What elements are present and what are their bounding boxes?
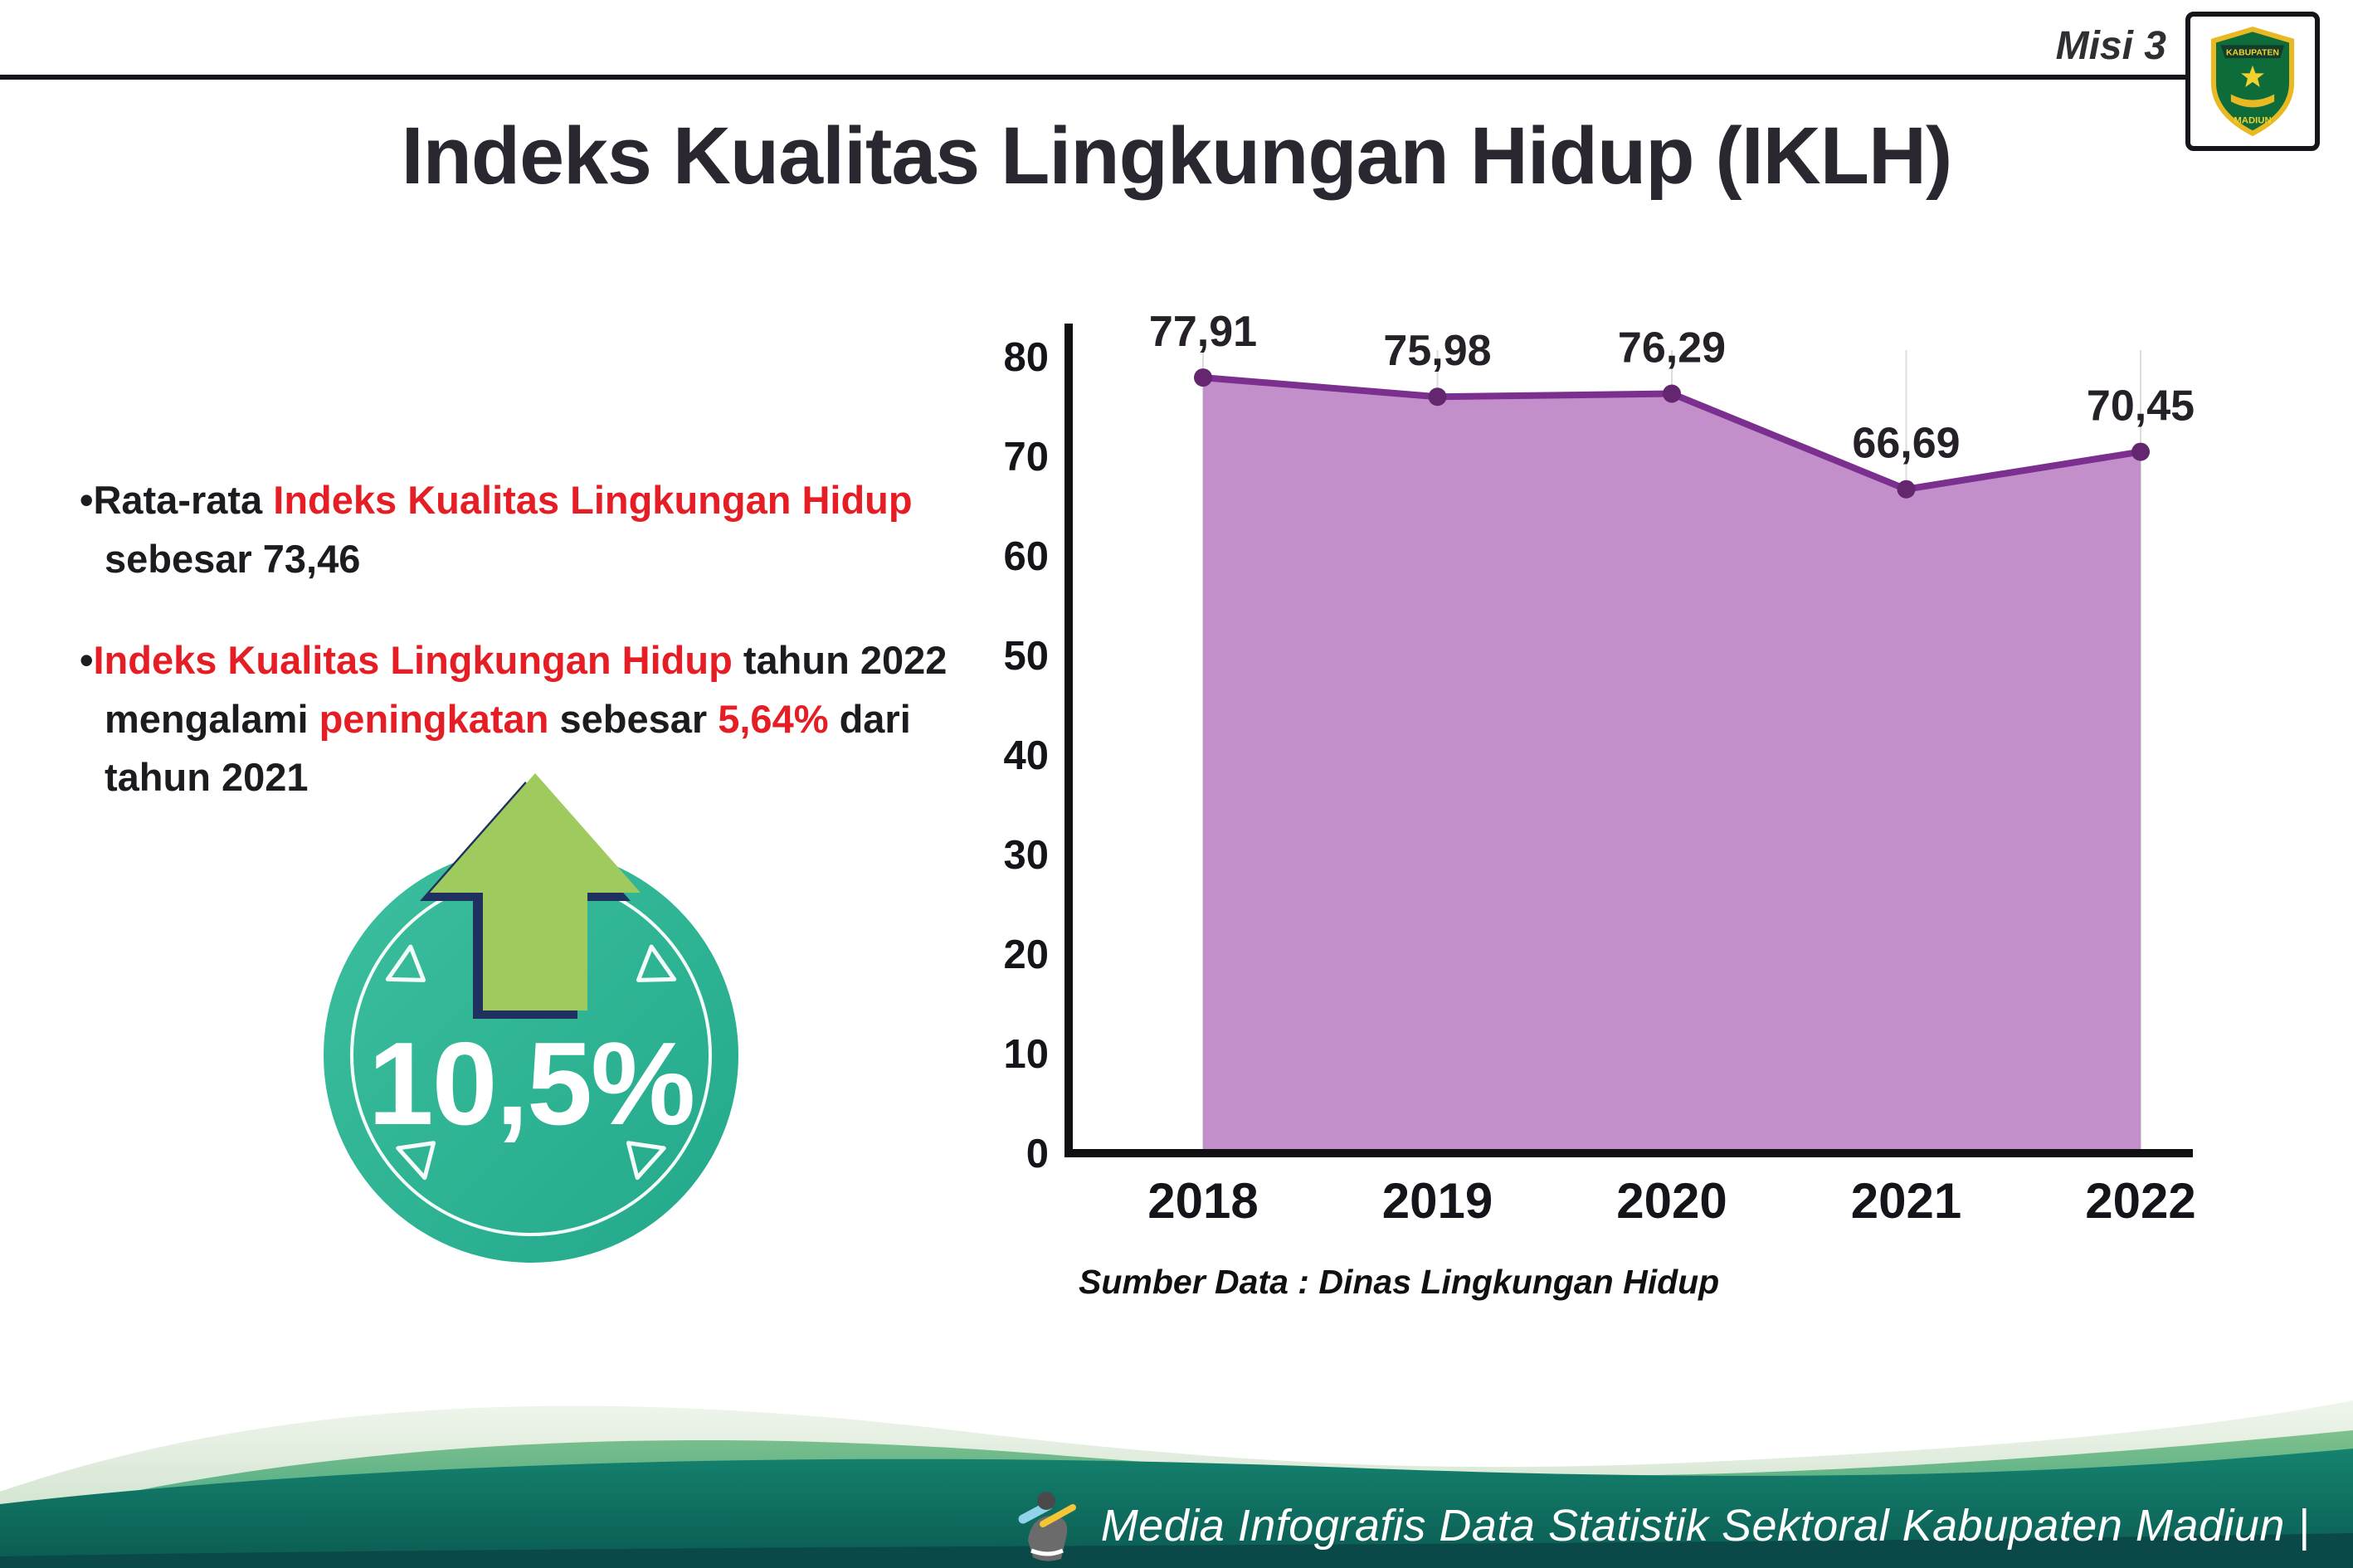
bullet-iklh-increase: •Indeks Kualitas Lingkungan Hidup tahun … xyxy=(80,631,972,807)
footer-wave-decoration xyxy=(0,1400,2353,1568)
kabupaten-madiun-logo: KABUPATEN MADIUN xyxy=(2185,12,2320,151)
bullet2-text-red3: 5,64% xyxy=(718,696,829,741)
svg-text:2019: 2019 xyxy=(1382,1173,1493,1229)
bullet1-text-red: Indeks Kualitas Lingkungan Hidup xyxy=(273,478,913,522)
bullet2-text-dark2: sebesar xyxy=(548,696,719,741)
increase-percentage-value: 10,5% xyxy=(368,1018,696,1150)
mascot-writer-icon xyxy=(1018,1492,1076,1561)
svg-text:10: 10 xyxy=(1003,1032,1049,1077)
logo-bottom-text: MADIUN xyxy=(2234,116,2271,126)
svg-text:30: 30 xyxy=(1003,833,1049,878)
svg-text:80: 80 xyxy=(1003,335,1049,380)
page-title: Indeks Kualitas Lingkungan Hidup (IKLH) xyxy=(401,110,1953,201)
header-divider-line xyxy=(0,75,2190,80)
svg-text:40: 40 xyxy=(1003,733,1049,778)
svg-text:77,91: 77,91 xyxy=(1149,308,1257,356)
iklh-chart-container: 77,91 75,98 76,29 66,69 70,45 0 10 20 30 40 50 60 70… xyxy=(977,274,2239,1311)
footer-caption: Media Infografis Data Statistik Sektoral… xyxy=(1016,1490,2310,1561)
bullet2-text-red1: Indeks Kualitas Lingkungan Hidup xyxy=(93,638,733,682)
svg-text:70,45: 70,45 xyxy=(2087,382,2195,431)
key-findings: •Rata-rata Indeks Kualitas Lingkungan Hi… xyxy=(80,471,972,807)
bullet1-text-dark2: sebesar 73,46 xyxy=(105,536,361,581)
footer-caption-text: Media Infografis Data Statistik Sektoral… xyxy=(1100,1501,2310,1551)
bullet1-text-dark: •Rata-rata xyxy=(80,478,274,522)
bullet2-marker: • xyxy=(80,638,94,682)
svg-text:2022: 2022 xyxy=(2085,1173,2195,1229)
svg-text:70: 70 xyxy=(1003,435,1049,480)
iklh-area-chart: 77,91 75,98 76,29 66,69 70,45 0 10 20 30 40 50 60 70… xyxy=(1003,308,2195,1229)
bullet2-text-dark3: dari tahun 2021 xyxy=(105,696,911,800)
svg-text:60: 60 xyxy=(1003,534,1049,579)
svg-text:75,98: 75,98 xyxy=(1383,327,1491,375)
svg-text:76,29: 76,29 xyxy=(1618,324,1726,373)
bullet-average-iklh: •Rata-rata Indeks Kualitas Lingkungan Hi… xyxy=(80,471,972,588)
bullet2-text-red2: peningkatan xyxy=(319,696,549,741)
chart-source-caption: Sumber Data : Dinas Lingkungan Hidup xyxy=(1079,1263,1720,1301)
logo-top-text: KABUPATEN xyxy=(2226,49,2279,58)
svg-text:2020: 2020 xyxy=(1616,1173,1727,1229)
kabupaten-madiun-shield-icon: KABUPATEN MADIUN xyxy=(2210,27,2295,137)
svg-text:66,69: 66,69 xyxy=(1852,420,1960,468)
svg-text:2021: 2021 xyxy=(1851,1173,1961,1229)
misi-label: Misi 3 xyxy=(2055,24,2166,68)
svg-text:2018: 2018 xyxy=(1147,1173,1258,1229)
up-arrow-icon xyxy=(420,773,641,1019)
svg-text:50: 50 xyxy=(1003,634,1049,679)
svg-text:0: 0 xyxy=(1026,1132,1049,1176)
bullet2-text-dark1: tahun 2022 mengalami xyxy=(105,638,948,741)
svg-text:20: 20 xyxy=(1003,933,1049,977)
